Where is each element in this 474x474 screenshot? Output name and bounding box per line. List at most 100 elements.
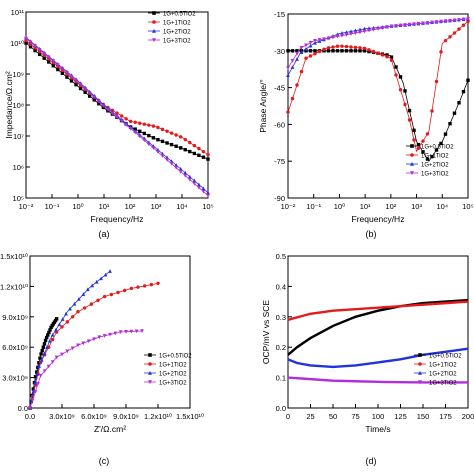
data-point — [439, 19, 443, 24]
series-3 — [28, 269, 112, 410]
data-point — [201, 155, 206, 159]
y-axis-label: Impedance/Ω.cm² — [4, 71, 14, 138]
x-tick-label: 1.2x10¹⁰ — [144, 412, 172, 421]
x-tick-label: 10⁰ — [334, 202, 345, 211]
data-point — [317, 49, 322, 54]
plot-frame — [29, 255, 191, 409]
data-point — [140, 329, 144, 334]
data-point — [90, 283, 95, 288]
data-point — [165, 129, 169, 133]
data-point — [394, 65, 398, 69]
data-point — [421, 150, 425, 154]
data-point — [78, 86, 83, 91]
x-tick-label: 10⁵ — [202, 202, 213, 211]
data-point — [115, 115, 119, 120]
data-point — [108, 332, 112, 337]
legend-marker — [418, 370, 422, 375]
data-point — [344, 49, 349, 53]
data-point — [124, 330, 128, 334]
data-point — [101, 104, 106, 108]
data-point — [188, 149, 192, 154]
data-point — [110, 111, 115, 116]
data-point — [65, 349, 70, 354]
data-point — [138, 129, 142, 133]
data-point — [42, 342, 47, 346]
legend — [406, 144, 418, 176]
x-tick-label: 10⁴ — [176, 202, 188, 211]
data-point — [206, 152, 210, 157]
data-point — [178, 166, 183, 171]
data-point — [201, 186, 206, 191]
data-point — [142, 138, 147, 143]
data-point — [33, 48, 37, 53]
data-point — [286, 49, 290, 53]
data-point — [371, 49, 376, 54]
data-point — [299, 45, 304, 50]
legend-label: 1G+1TiO2 — [159, 363, 187, 369]
data-point — [299, 69, 304, 74]
data-point — [344, 33, 349, 37]
data-point — [174, 163, 179, 167]
y-axis-label: Phase Angle/° — [258, 79, 268, 133]
legend-marker — [152, 11, 156, 15]
data-point — [70, 315, 75, 319]
data-point — [102, 294, 107, 299]
data-point — [96, 99, 101, 104]
data-point — [36, 381, 40, 386]
x-tick-label: 10⁻¹ — [45, 202, 60, 211]
series-4 — [24, 36, 210, 198]
data-point — [353, 45, 358, 50]
legend-marker — [410, 171, 414, 176]
data-point — [179, 146, 183, 150]
legend-marker — [148, 380, 152, 385]
data-point — [97, 335, 102, 340]
data-point — [407, 22, 412, 27]
data-point — [60, 352, 64, 357]
data-point — [416, 146, 421, 151]
data-point — [407, 118, 412, 122]
data-point — [137, 134, 142, 139]
x-tick-label: 10⁴ — [436, 202, 448, 211]
data-point — [457, 27, 461, 31]
data-point — [118, 330, 123, 335]
legend-label: 1G+3TiO2 — [421, 172, 449, 178]
y-tick-label: 10⁶ — [13, 163, 24, 172]
data-point — [188, 140, 192, 145]
data-point — [197, 146, 201, 151]
x-tick-label: 10¹ — [360, 202, 371, 211]
data-point — [94, 279, 99, 284]
data-point — [358, 46, 362, 50]
data-point — [78, 82, 83, 87]
data-point — [81, 292, 86, 296]
data-point — [138, 121, 142, 125]
data-point — [50, 360, 55, 364]
data-point — [87, 91, 92, 96]
legend-marker — [148, 362, 152, 366]
data-point — [335, 44, 340, 48]
data-point — [42, 351, 47, 356]
data-point — [326, 36, 331, 41]
data-point — [156, 150, 160, 154]
data-point — [147, 123, 151, 127]
data-point — [38, 356, 42, 360]
data-point — [183, 170, 188, 175]
data-point — [60, 317, 65, 321]
data-point — [38, 373, 43, 378]
legend-marker — [410, 161, 414, 166]
data-point — [55, 63, 60, 68]
legend — [148, 11, 160, 43]
data-point — [412, 128, 416, 133]
data-point — [124, 123, 128, 127]
y-tick-label: -45 — [274, 84, 285, 93]
legend-marker — [418, 380, 422, 385]
panel-a — [24, 11, 210, 199]
data-point — [44, 335, 49, 340]
data-point — [443, 19, 448, 24]
data-point — [128, 119, 133, 124]
data-point — [362, 29, 367, 34]
x-tick-label: 10⁻² — [19, 202, 34, 211]
x-tick-label: 10⁰ — [72, 202, 83, 211]
data-point — [39, 357, 44, 362]
y-tick-label: 0.5 — [276, 252, 286, 261]
